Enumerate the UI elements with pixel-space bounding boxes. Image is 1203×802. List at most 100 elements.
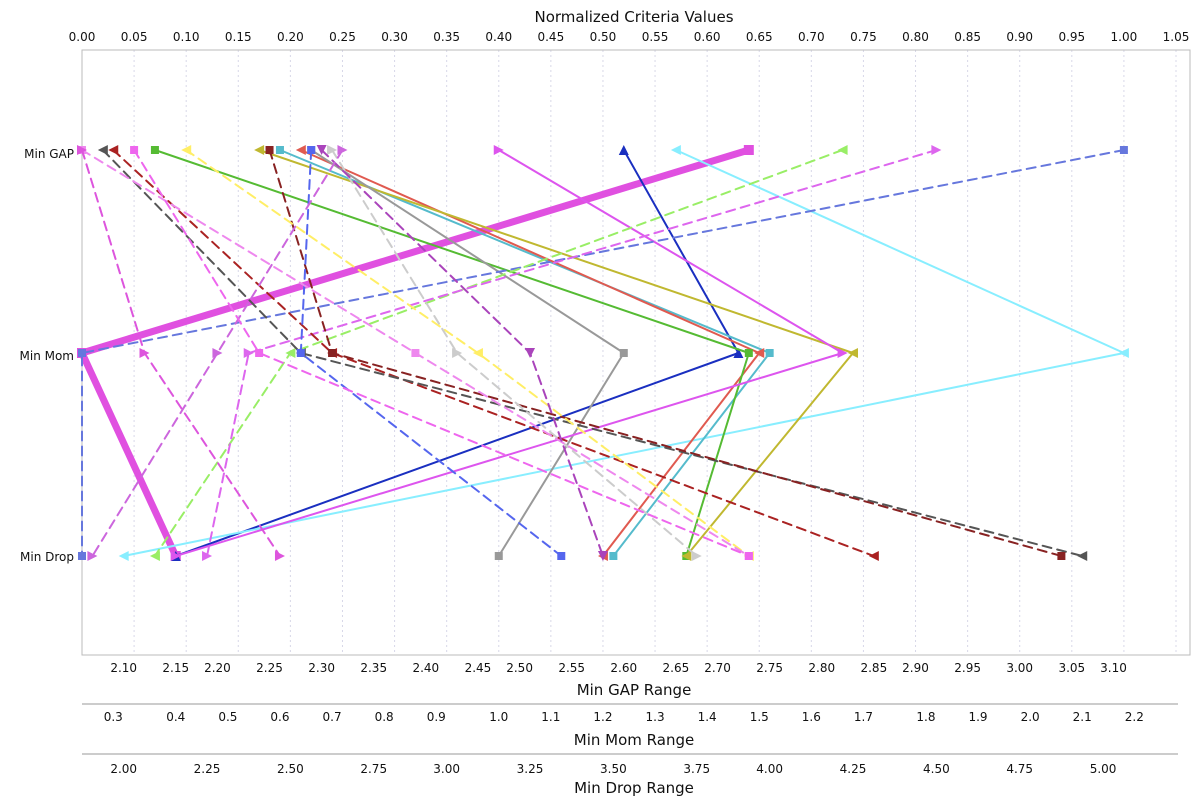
- bottom-axis-tick-label: 2.85: [860, 661, 887, 675]
- top-tick-label: 0.80: [902, 30, 929, 44]
- data-point-marker: [868, 551, 879, 561]
- data-point-marker: [619, 349, 628, 357]
- bottom-axes: 2.10 2.15 2.20 2.25 2.30 2.35 2.40 2.45 2.50 2.55…: [82, 661, 1178, 797]
- data-point-marker: [139, 348, 150, 358]
- bottom-axis-tick-label: 1.5: [750, 710, 769, 724]
- top-axis-title: Normalized Criteria Values: [534, 8, 733, 26]
- data-point-marker: [265, 146, 274, 154]
- bottom-axis-tick-label: 2.00: [110, 762, 137, 776]
- bottom-axis-tick-label: 2.20: [204, 661, 231, 675]
- top-tick-label: 0.95: [1058, 30, 1085, 44]
- data-point-marker: [1118, 348, 1129, 358]
- series-line: [268, 149, 1063, 557]
- top-tick-label: 0.35: [433, 30, 460, 44]
- series-line: [133, 149, 750, 557]
- data-point-marker: [97, 145, 108, 155]
- top-tick-label: 1.00: [1111, 30, 1138, 44]
- bottom-axis-tick-label: 2.75: [756, 661, 783, 675]
- top-tick-label: 0.65: [746, 30, 773, 44]
- top-tick-label: 0.45: [537, 30, 564, 44]
- data-point-marker: [243, 348, 254, 358]
- top-tick-label: 0.60: [694, 30, 721, 44]
- bottom-axis-tick-label: 2.75: [360, 762, 387, 776]
- data-point-marker: [78, 349, 86, 357]
- data-point-marker: [150, 146, 159, 154]
- data-point-marker: [307, 146, 316, 154]
- top-tick-label: 0.90: [1006, 30, 1033, 44]
- top-tick-label: 0.05: [121, 30, 148, 44]
- bottom-axis-tick-label: 1.2: [593, 710, 612, 724]
- bottom-axis-tick-label: 2.45: [465, 661, 492, 675]
- bottom-axis-title: Min Mom Range: [574, 731, 694, 749]
- bottom-axis-tick-label: 1.7: [854, 710, 873, 724]
- data-point-marker: [1119, 146, 1128, 154]
- bottom-axis-tick-label: 2.65: [663, 661, 690, 675]
- bottom-axis-tick-label: 3.00: [1006, 661, 1033, 675]
- data-point-marker: [472, 348, 483, 358]
- data-point-marker: [170, 551, 181, 561]
- bottom-axis-tick-label: 2.1: [1073, 710, 1092, 724]
- data-point-marker: [670, 145, 681, 155]
- bottom-axis-tick-label: 2.2: [1125, 710, 1144, 724]
- data-point-marker: [837, 145, 848, 155]
- data-point-marker: [202, 551, 213, 561]
- bottom-axis-tick-label: 2.55: [558, 661, 585, 675]
- data-point-marker: [744, 552, 753, 560]
- bottom-axis-tick-label: 3.75: [683, 762, 710, 776]
- top-tick-label: 0.20: [277, 30, 304, 44]
- data-point-marker: [848, 348, 859, 358]
- bottom-axis-tick-label: 2.10: [110, 661, 137, 675]
- data-point-marker: [754, 348, 765, 358]
- data-point-marker: [744, 349, 753, 357]
- data-point-marker: [765, 349, 774, 357]
- data-point-marker: [733, 348, 744, 358]
- series-line: [310, 149, 625, 557]
- bottom-axis-tick-label: 3.10: [1100, 661, 1127, 675]
- data-point-marker: [108, 145, 119, 155]
- data-point-marker: [316, 145, 327, 155]
- series-line: [174, 149, 844, 557]
- criterion-label-min-drop: Min Drop: [20, 550, 74, 564]
- bottom-axis-tick-label: 2.80: [808, 661, 835, 675]
- data-point-marker: [212, 348, 223, 358]
- data-point-marker: [337, 145, 348, 155]
- series-line: [206, 149, 938, 557]
- bottom-axis-tick-label: 1.8: [916, 710, 935, 724]
- bottom-axis-tick-label: 0.4: [166, 710, 185, 724]
- data-point-marker: [87, 551, 98, 561]
- bottom-axis-tick-label: 2.30: [308, 661, 335, 675]
- bottom-axis-tick-label: 2.90: [902, 661, 929, 675]
- bottom-axis-tick-label: 0.8: [375, 710, 394, 724]
- data-point-marker: [181, 145, 192, 155]
- top-tick-label: 0.25: [329, 30, 356, 44]
- data-point-marker: [691, 551, 702, 561]
- data-point-marker: [681, 551, 692, 561]
- top-tick-label: 0.55: [642, 30, 669, 44]
- series-line: [331, 149, 698, 557]
- bottom-axis-tick-label: 1.6: [802, 710, 821, 724]
- data-point-marker: [597, 551, 608, 561]
- bottom-axis-tick-label: 1.0: [489, 710, 508, 724]
- bottom-axis-tick-label: 3.50: [600, 762, 627, 776]
- bottom-axis-title: Min Drop Range: [574, 779, 694, 797]
- data-point-marker: [837, 348, 848, 358]
- bottom-axis-tick-label: 2.70: [704, 661, 731, 675]
- bottom-axis-tick-label: 3.00: [433, 762, 460, 776]
- top-tick-label: 0.30: [381, 30, 408, 44]
- bottom-axis-tick-label: 2.50: [506, 661, 533, 675]
- bottom-axis-tick-label: 2.25: [256, 661, 283, 675]
- bottom-axis-tick-label: 5.00: [1090, 762, 1117, 776]
- data-point-marker: [411, 349, 420, 357]
- top-tick-label: 0.70: [798, 30, 825, 44]
- bottom-axis-tick-label: 0.9: [427, 710, 446, 724]
- data-point-marker: [1057, 552, 1066, 560]
- data-point-marker: [274, 551, 285, 561]
- series-line: [299, 149, 563, 557]
- data-point-marker: [452, 348, 463, 358]
- bottom-axis-tick-label: 2.50: [277, 762, 304, 776]
- data-point-marker: [78, 552, 86, 560]
- bottom-axis-tick-label: 4.00: [756, 762, 783, 776]
- bottom-axis-tick-label: 4.50: [923, 762, 950, 776]
- data-point-marker: [130, 146, 139, 154]
- series-line: [81, 149, 1125, 557]
